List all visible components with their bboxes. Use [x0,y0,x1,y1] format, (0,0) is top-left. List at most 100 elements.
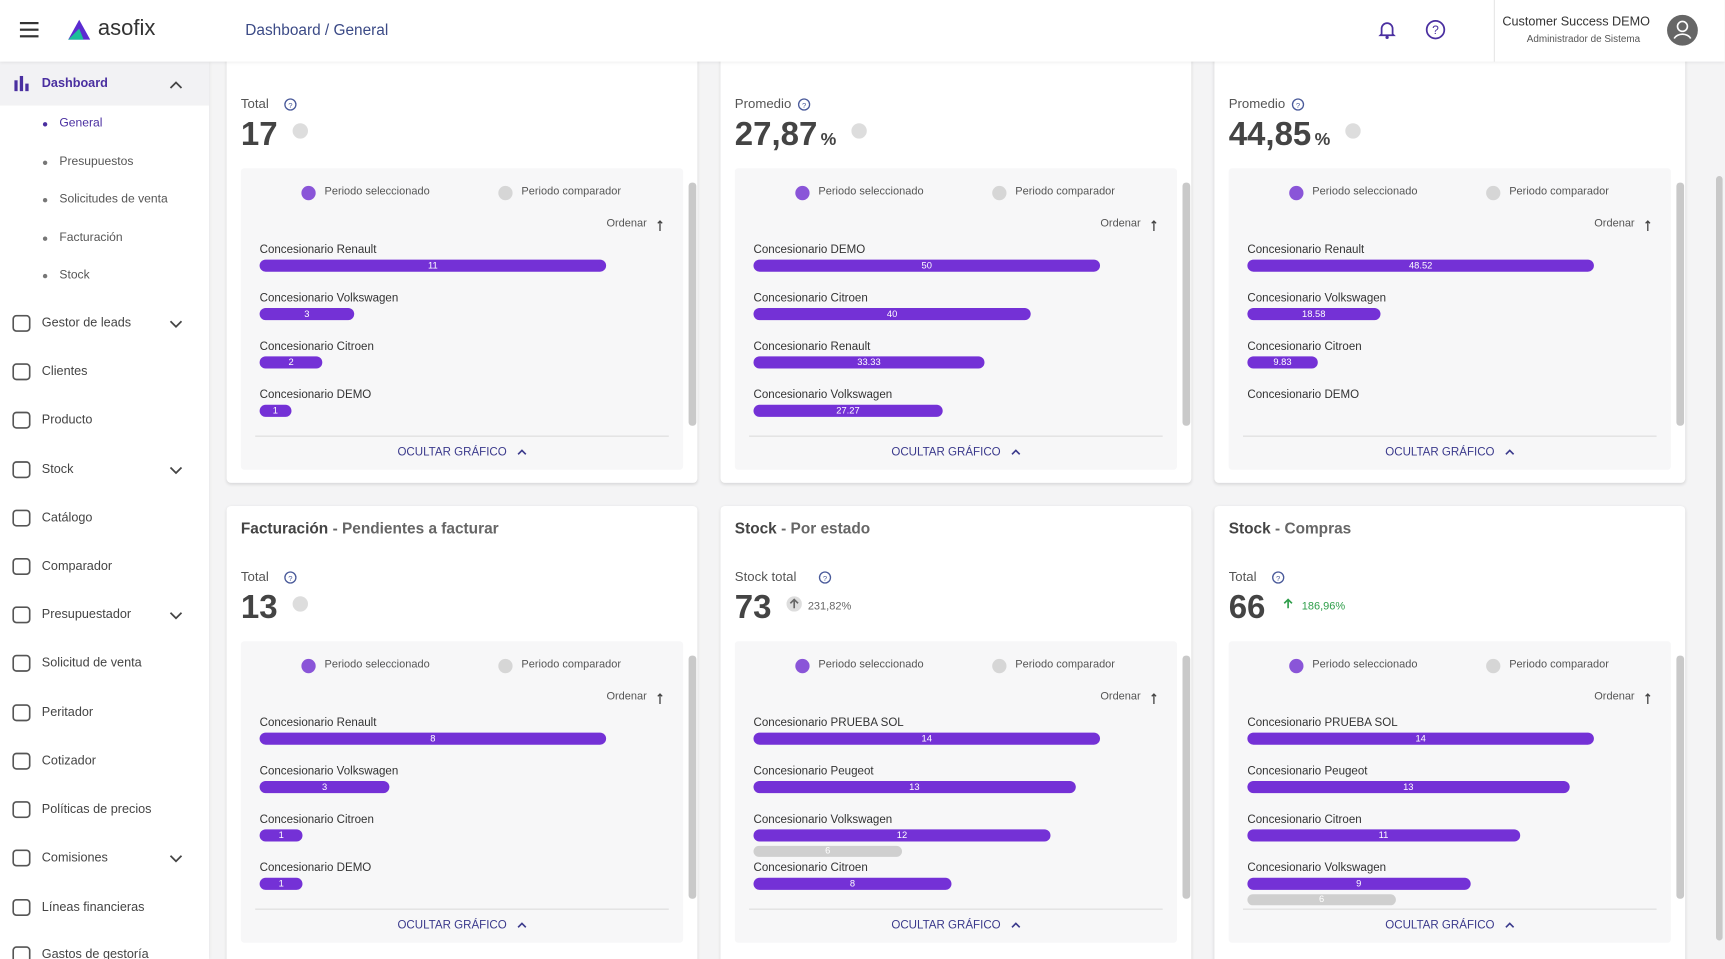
hide-chart-button[interactable]: OCULTAR GRÁFICO [241,446,683,459]
sort-icon-part [657,220,663,232]
bar-value-label: 27.27 [836,404,860,416]
nav-label: Solicitud de venta [41,656,142,670]
bar-value-label: 2 [288,356,294,368]
breadcrumb[interactable]: Dashboard / General [245,20,389,39]
nav-item[interactable]: Gastos de gestoría [0,933,209,959]
nav-sub-item[interactable]: Solicitudes de venta [59,192,168,206]
nav-icon-part [12,752,31,770]
help-icon-part: ? [823,574,827,583]
bar [753,877,952,890]
nav-item[interactable]: Gestor de leads [0,301,209,345]
hide-chart-button[interactable]: OCULTAR GRÁFICO [735,446,1177,459]
sort-icon-part [657,693,663,705]
nav-label: Producto [41,413,93,427]
legend-label: Periodo comparador [1509,185,1609,198]
hide-chart-button[interactable]: OCULTAR GRÁFICO [1229,446,1671,459]
page-scrollbar[interactable] [1716,176,1723,941]
nav-sub-item[interactable]: Presupuestos [59,155,134,169]
sort-button[interactable]: Ordenar [1594,690,1635,703]
nav-item[interactable]: Producto [0,398,209,442]
legend-label: Periodo seleccionado [818,185,924,198]
hide-chart-button[interactable]: OCULTAR GRÁFICO [735,919,1177,932]
nav-chevron-part [169,466,183,475]
nav-label: Comparador [41,559,113,574]
nav-item[interactable]: Catálogo [0,496,209,540]
nav-icon-part [12,461,31,479]
bar-value-label: 8 [849,877,856,889]
sort-button[interactable]: Ordenar [606,690,647,703]
card-title-main: Stock [734,519,777,537]
sort-button[interactable]: Ordenar [1594,217,1635,230]
nav-item-active[interactable]: Dashboard [0,61,209,106]
panel-scrollbar[interactable] [688,655,697,899]
sort-button[interactable]: Ordenar [1100,217,1141,230]
bar-value-label: 50 [921,259,932,271]
category-label: Concesionario Citroen [753,861,868,875]
nav-item[interactable]: Cotizador [0,739,209,783]
bar-value-label: 1 [278,877,284,889]
sort-icon-part [1151,220,1157,232]
panel-scrollbar[interactable] [1676,182,1685,426]
sort-icon [1645,218,1652,238]
chart-panel: Periodo seleccionado Periodo comparador Or… [734,641,1177,943]
panel-scrollbar[interactable] [1182,182,1191,426]
help-icon-part: ? [283,98,297,111]
help-icon: ? [283,570,297,590]
sort-button[interactable]: Ordenar [1100,690,1141,703]
nav-item[interactable]: Comparador [0,545,209,589]
category-label: Concesionario PRUEBA SOL [753,716,904,730]
category-label: Concesionario DEMO [1247,388,1360,402]
nav-item[interactable]: Líneas financieras [0,886,209,930]
sort-button[interactable]: Ordenar [606,217,647,230]
nav-item[interactable]: Solicitud de venta [0,641,209,685]
help-icon[interactable]: ? [1425,19,1447,41]
svg-text:?: ? [1432,23,1439,37]
nav-icon-part [12,509,31,527]
nav-label: Dashboard [41,77,108,91]
nav-icon-part [12,557,31,576]
kpi-unit: % [820,130,837,150]
legend-dot [1486,658,1501,674]
panel-scrollbar[interactable] [688,182,697,426]
nav-icon-part [12,411,31,429]
nav-label: Políticas de precios [41,803,152,817]
avatar[interactable] [1667,14,1699,46]
nav-item[interactable]: Comisiones [0,836,209,880]
nav-icon-part [12,946,31,959]
nav-item[interactable]: Políticas de precios [0,788,209,832]
nav-icon-part [12,654,31,672]
panel-divider [1243,435,1657,437]
panel-divider [255,908,669,910]
nav-icon-part [12,363,31,381]
panel-divider [749,908,1163,910]
bar-value-label: 12 [896,829,908,841]
card-title: Stock - Por estado [735,519,870,537]
panel-scrollbar[interactable] [1676,655,1685,899]
compare-value-label: 6 [1319,893,1325,905]
bar [259,829,303,842]
bar [1247,308,1381,321]
legend-dot [498,185,513,201]
menu-icon[interactable] [19,21,42,39]
panel-scrollbar[interactable] [1182,655,1191,899]
nav-item[interactable]: Presupuestador [0,593,209,637]
logo-mark [68,19,91,40]
chart-panel: Periodo seleccionado Periodo comparador Or… [734,168,1177,470]
nav-sub-item[interactable]: Stock [59,268,90,282]
hide-chart-button[interactable]: OCULTAR GRÁFICO [241,919,683,932]
nav-item[interactable]: Peritador [0,691,209,735]
hide-chart-label: OCULTAR GRÁFICO [891,445,1001,459]
help-icon-part [1292,98,1305,111]
hide-chart-button[interactable]: OCULTAR GRÁFICO [1229,919,1671,932]
bell-icon[interactable] [1377,20,1397,40]
nav-sub-item[interactable]: General [59,116,103,130]
legend-label: Periodo comparador [1015,185,1115,198]
nav-item[interactable]: Clientes [0,350,209,394]
nav-icon [12,752,31,773]
nav-item[interactable]: Stock [0,448,209,492]
nav-sub-item[interactable]: Facturación [59,231,123,245]
bar-value-label: 18.58 [1302,308,1326,319]
nav-label: Gestor de leads [41,316,132,330]
sort-icon [657,218,664,238]
bar [259,732,607,745]
